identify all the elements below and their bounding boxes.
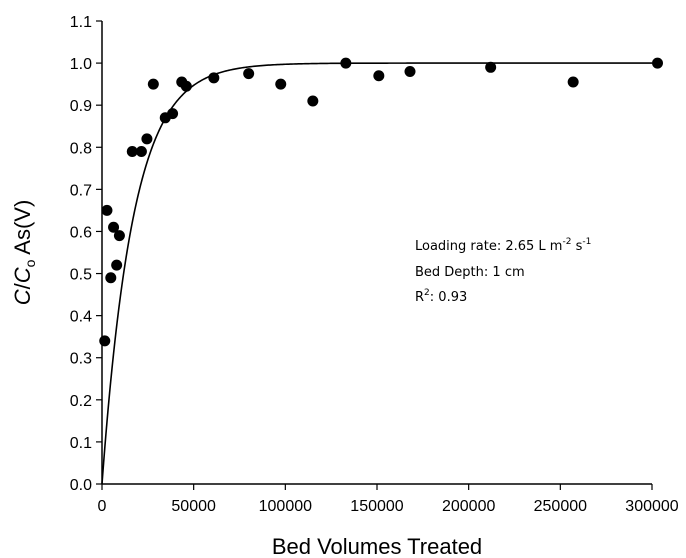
annot-r2-value: : 0.93 bbox=[430, 290, 467, 305]
y-tick-label: 0.9 bbox=[70, 98, 92, 115]
y-axis-title: C/Co As(V) bbox=[10, 200, 38, 306]
annot-lr-prefix: Loading rate: 2.65 L m bbox=[415, 239, 562, 254]
x-tick-label: 200000 bbox=[442, 498, 495, 515]
y-tick-label: 0.6 bbox=[70, 224, 92, 241]
fit-curve bbox=[101, 62, 652, 485]
x-tick-label: 150000 bbox=[350, 498, 403, 515]
data-point bbox=[167, 108, 179, 120]
data-point bbox=[373, 70, 385, 82]
data-point bbox=[567, 76, 579, 88]
x-tick-label: 250000 bbox=[534, 498, 587, 515]
y-title-rest: As(V) bbox=[10, 200, 35, 260]
y-title-slash: / bbox=[10, 282, 35, 289]
x-ticks: 0 50000 100000 150000 200000 250000 300000 bbox=[98, 484, 679, 515]
x-axis-title: Bed Volumes Treated bbox=[272, 534, 482, 558]
x-tick-label: 50000 bbox=[171, 498, 216, 515]
y-tick-label: 0.1 bbox=[70, 435, 92, 452]
y-tick-label: 0.0 bbox=[70, 477, 92, 494]
data-point bbox=[99, 335, 111, 347]
data-point bbox=[485, 61, 497, 73]
annot-r2-base: R bbox=[415, 290, 424, 305]
data-point bbox=[111, 259, 123, 271]
data-point bbox=[147, 78, 159, 90]
y-title-c0: C bbox=[10, 267, 35, 283]
annotation-box: Loading rate: 2.65 L m-2 s-1 Bed Depth: … bbox=[415, 237, 591, 305]
data-point bbox=[652, 57, 663, 69]
data-point bbox=[180, 80, 192, 92]
x-tick-label: 100000 bbox=[259, 498, 312, 515]
y-tick-label: 0.8 bbox=[70, 140, 92, 157]
data-point bbox=[113, 230, 125, 242]
x-tick-label: 300000 bbox=[625, 498, 678, 515]
annot-r2-exp: 2 bbox=[424, 288, 430, 298]
y-tick-label: 0.4 bbox=[70, 309, 92, 326]
y-tick-label: 0.5 bbox=[70, 267, 92, 284]
y-title-subscript: o bbox=[22, 259, 38, 267]
data-point bbox=[340, 57, 352, 69]
y-tick-label: 1.1 bbox=[70, 14, 92, 31]
y-tick-label: 0.3 bbox=[70, 351, 92, 368]
annotation-bed-depth: Bed Depth: 1 cm bbox=[415, 265, 525, 280]
data-point bbox=[105, 272, 117, 284]
annotation-loading-rate: Loading rate: 2.65 L m-2 s-1 bbox=[415, 237, 591, 254]
y-title-c: C bbox=[10, 289, 35, 305]
data-point bbox=[208, 72, 220, 84]
data-point bbox=[101, 204, 113, 216]
y-tick-label: 0.2 bbox=[70, 393, 92, 410]
y-tick-label: 1.0 bbox=[70, 56, 92, 73]
data-point bbox=[404, 66, 416, 78]
y-ticks: 0.0 0.1 0.2 0.3 0.4 0.5 0.6 0.7 0.8 0.9 1.0 1.1 bbox=[70, 14, 102, 494]
data-point bbox=[141, 133, 153, 145]
data-points bbox=[99, 57, 663, 347]
y-tick-label: 0.7 bbox=[70, 182, 92, 199]
data-point bbox=[307, 95, 319, 107]
annot-lr-exp2: -1 bbox=[582, 237, 591, 247]
x-tick-label: 0 bbox=[98, 498, 107, 515]
annotation-r2: R2: 0.93 bbox=[415, 288, 467, 305]
data-point bbox=[243, 68, 255, 80]
annot-lr-exp1: -2 bbox=[562, 237, 571, 247]
data-point bbox=[108, 221, 120, 233]
data-point bbox=[135, 145, 147, 157]
data-point bbox=[275, 78, 287, 90]
data-point bbox=[126, 145, 138, 157]
annot-lr-mid: s bbox=[571, 239, 582, 254]
